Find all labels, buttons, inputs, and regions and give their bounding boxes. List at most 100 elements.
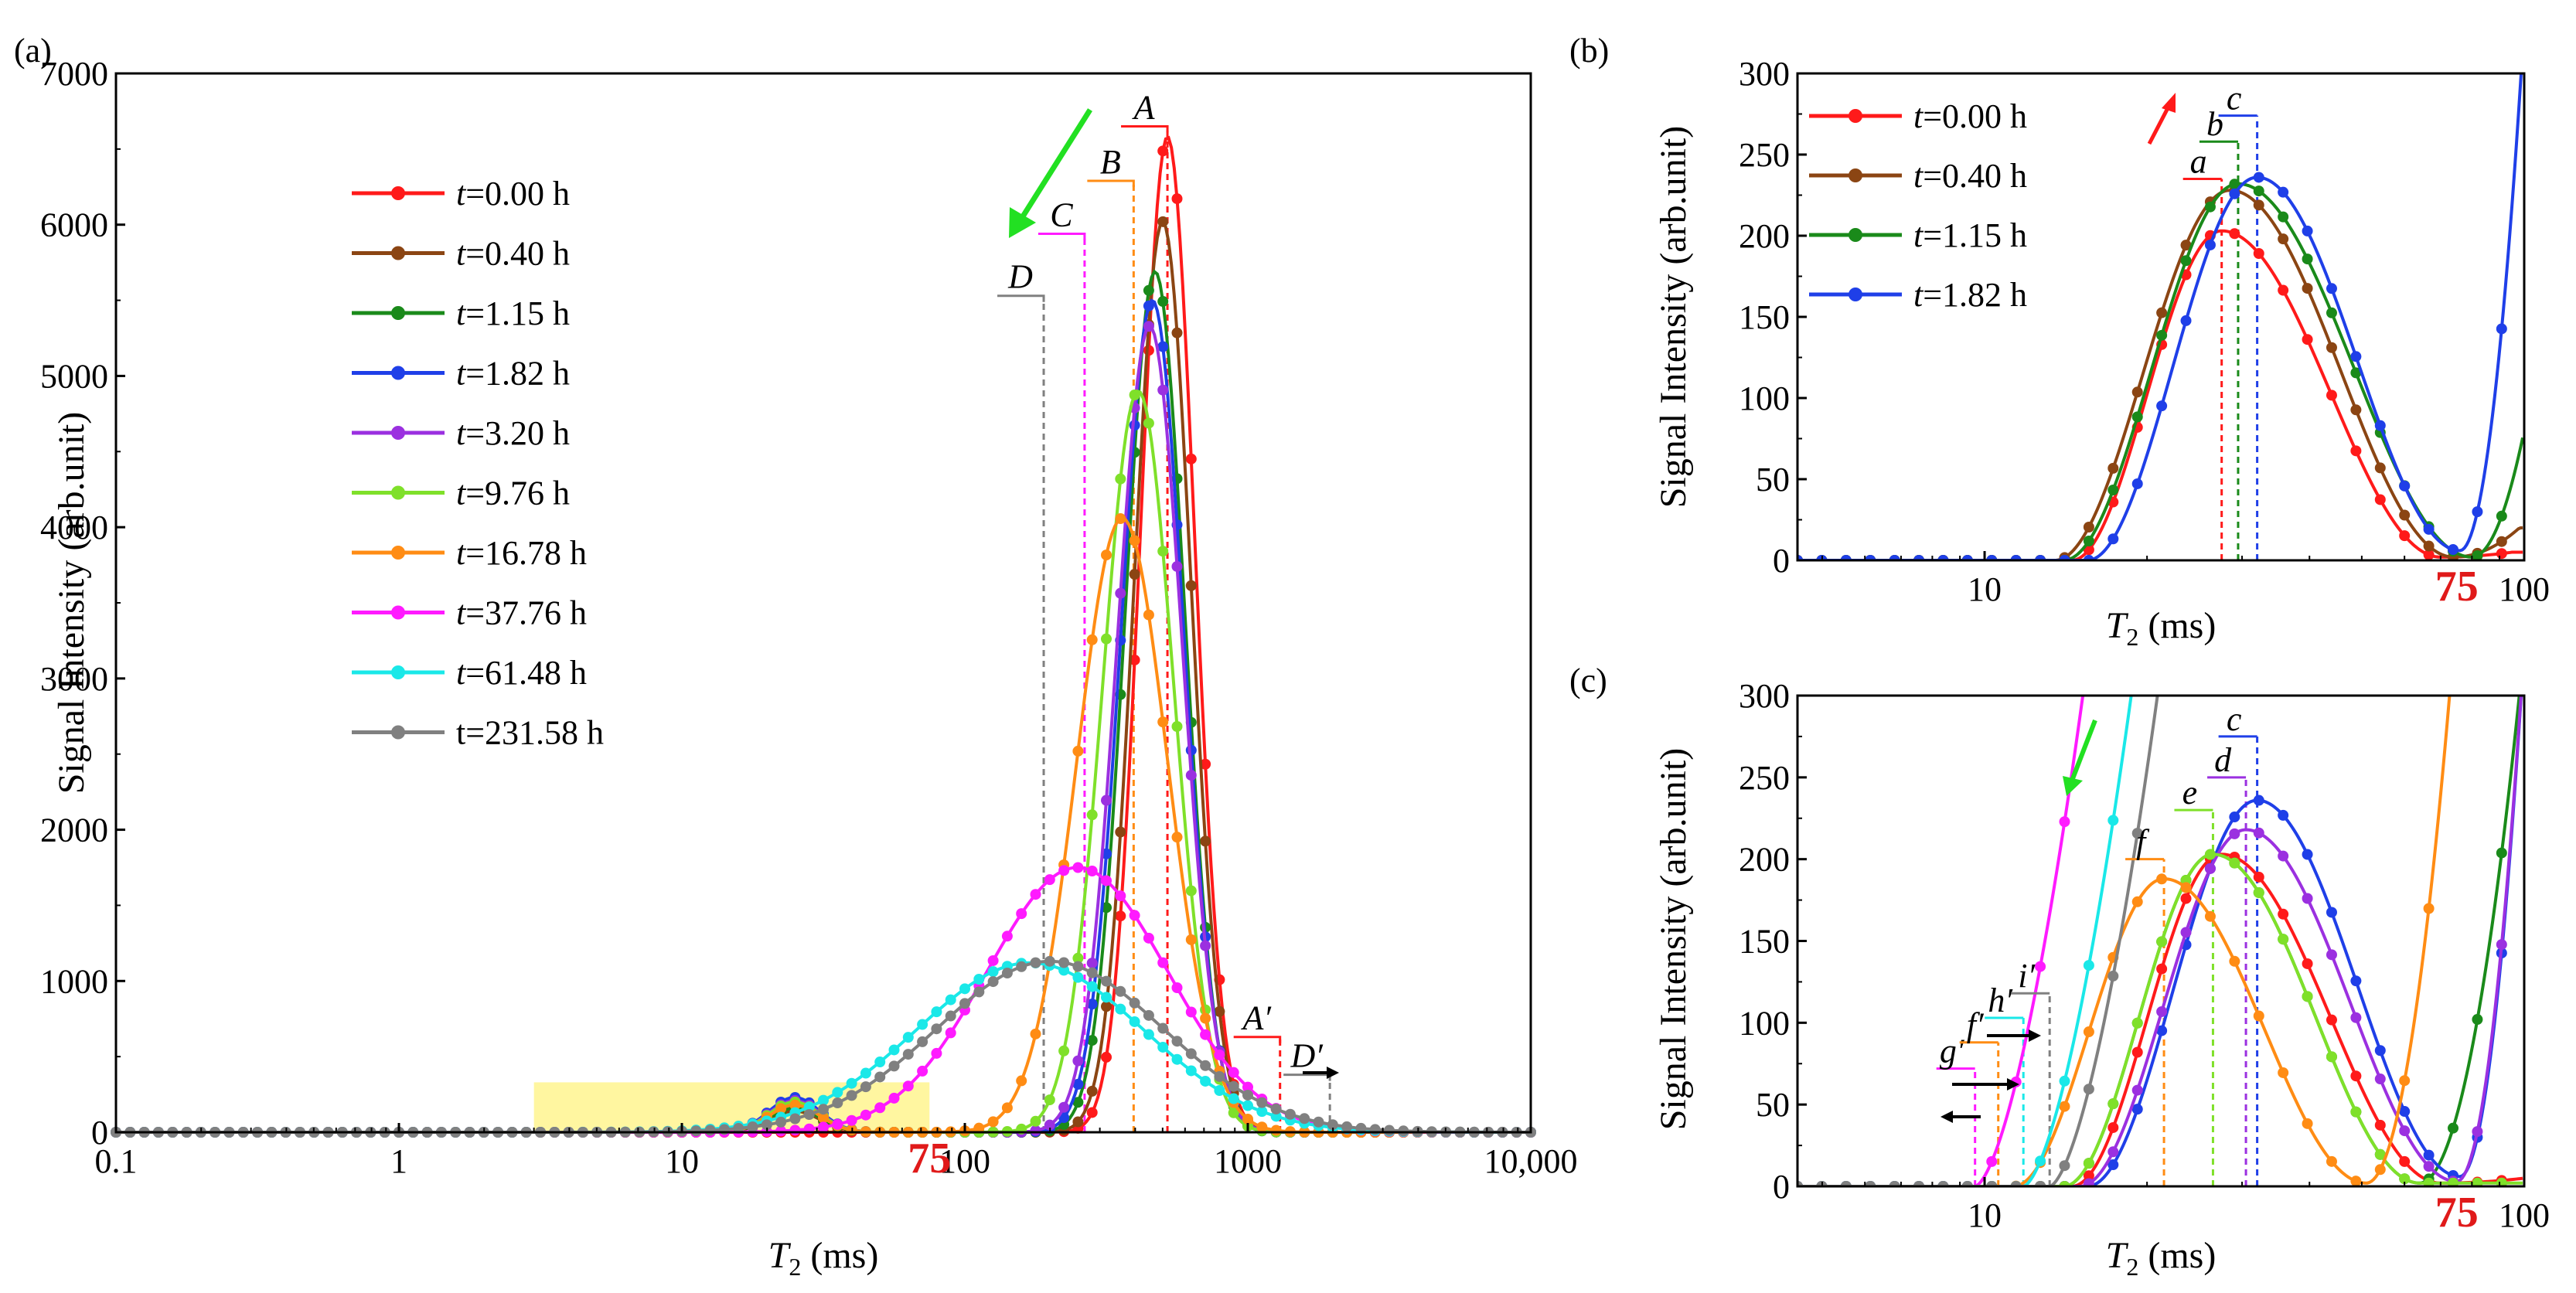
annotation-bracket (997, 294, 1045, 302)
series-point (2326, 1155, 2337, 1167)
series-point (1143, 284, 1154, 296)
series-point (2399, 1173, 2411, 1185)
series-point (1865, 1181, 1876, 1186)
series-point (2423, 549, 2435, 560)
series-line (116, 135, 1531, 1134)
series-point (1115, 826, 1126, 838)
series-point (2496, 548, 2507, 560)
series-point (1044, 955, 1055, 967)
legend-label-rest: =0.40 h (465, 235, 570, 273)
series-point (2278, 850, 2289, 862)
series-line (116, 219, 1531, 1134)
series-point (1157, 716, 1169, 728)
trend-arrow (2063, 719, 2097, 796)
series-point (1101, 1051, 1112, 1063)
series-point (1001, 1102, 1013, 1114)
series-point (2326, 1051, 2337, 1063)
series-point (1086, 958, 1098, 969)
series-point (1044, 1094, 1055, 1106)
series-point (2472, 506, 2483, 518)
y-tick-label: 200 (1739, 841, 1790, 879)
annotation-label: B (1100, 143, 1121, 181)
series-point (1157, 216, 1169, 227)
y-axis-label: Signal Intensity (arb.unit) (1653, 126, 1694, 509)
legend-label-prefix: t (456, 175, 467, 213)
x-axis-label: T2 (ms) (2106, 1235, 2217, 1281)
legend-label: t=0.40 h (1913, 157, 2027, 195)
series-point (1030, 957, 1041, 968)
y-tick-label: 100 (1739, 1004, 1790, 1042)
series-point (1115, 473, 1126, 485)
series-line (1797, 696, 2521, 1186)
series-point (690, 1125, 702, 1137)
series-point (1284, 1108, 1296, 1120)
series-point (1171, 193, 1183, 205)
series-point (2399, 509, 2411, 521)
series-point (2107, 1146, 2119, 1158)
series-point (1840, 555, 1852, 560)
series-point (2302, 991, 2313, 1002)
series-point (902, 1080, 914, 1092)
series-point (803, 1101, 815, 1113)
x-tick-label: 100 (939, 1142, 990, 1180)
series-point (2399, 1075, 2411, 1087)
series-point (1086, 866, 1098, 877)
legend-label: t=0.40 h (456, 235, 570, 273)
series-point (1101, 633, 1112, 645)
series-point (1200, 940, 1211, 951)
series-point (1101, 975, 1112, 987)
series-point (2180, 315, 2192, 326)
legend-marker (1849, 109, 1862, 123)
legend-label-prefix: t (1913, 157, 1924, 195)
series-point (1115, 513, 1126, 525)
series-point (2131, 828, 2143, 839)
x-axis-unit: (ms) (801, 1235, 878, 1276)
series-point (1214, 1005, 1225, 1017)
x-tick-label: 10,000 (1484, 1142, 1578, 1180)
series-line (1797, 696, 2523, 1186)
series-point (973, 1122, 985, 1134)
x-axis-symbol: T (2106, 1235, 2129, 1276)
series-point (2302, 283, 2313, 294)
series-point (1072, 745, 1084, 757)
series-point (832, 1087, 843, 1098)
series-point (2253, 172, 2264, 183)
series-point (1157, 1022, 1169, 1034)
series-point (803, 1108, 815, 1120)
series-point (2278, 186, 2289, 198)
legend-label: t=9.76 h (456, 475, 570, 512)
x-tick-label: 100 (2499, 570, 2550, 608)
marker-75-label: 75 (2435, 563, 2479, 611)
series-point (1171, 721, 1183, 733)
series-point (1058, 965, 1070, 976)
series-point (2350, 1012, 2362, 1023)
series-point (1200, 1012, 1211, 1024)
series-point (2131, 1046, 2143, 1058)
legend-label-prefix: t (456, 654, 467, 692)
series-point (973, 974, 985, 985)
series-point (1270, 1103, 1282, 1114)
series-point (1171, 982, 1183, 994)
series-point (2374, 420, 2386, 431)
annotation-label: c (2227, 80, 2242, 117)
series-point (1143, 1029, 1154, 1040)
series-point (1270, 1125, 1282, 1136)
series-point (2180, 240, 2192, 251)
series-point (2107, 1098, 2119, 1110)
x-tick-label: 10 (1968, 1196, 2002, 1234)
series-point (2374, 1148, 2386, 1160)
series-point (2180, 255, 2192, 267)
series-point (874, 1071, 886, 1083)
x-axis-subscript: 2 (789, 1253, 801, 1281)
annotation-label: h′ (1988, 982, 2013, 1019)
series-point (2496, 939, 2507, 951)
series-point (2374, 1045, 2386, 1057)
series-line (1797, 73, 2523, 560)
legend-label: t=0.00 h (456, 175, 570, 213)
series-point (1171, 1053, 1183, 1065)
x-axis-label: T2 (ms) (768, 1235, 879, 1281)
series-point (2350, 404, 2362, 416)
series-point (2350, 351, 2362, 362)
legend-label-prefix: t (456, 294, 467, 332)
